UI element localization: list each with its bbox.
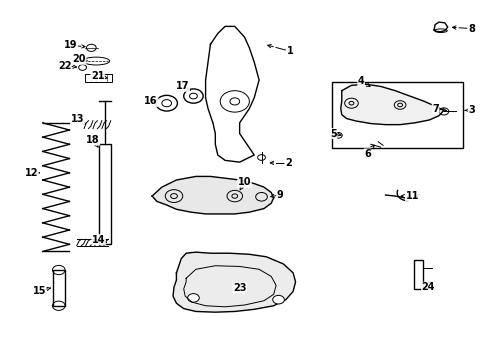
Text: 9: 9 [276, 190, 283, 200]
Text: 24: 24 [421, 282, 434, 292]
Bar [99, 144, 111, 244]
Text: 18: 18 [86, 135, 100, 145]
Text: 5: 5 [329, 129, 336, 139]
Bar [53, 270, 64, 306]
Text: 3: 3 [467, 105, 474, 115]
Bar [85, 74, 112, 82]
Circle shape [187, 294, 199, 302]
Text: 23: 23 [232, 283, 246, 293]
Text: 11: 11 [405, 191, 418, 201]
Text: 7: 7 [431, 104, 438, 113]
Polygon shape [340, 84, 443, 125]
Text: 14: 14 [92, 235, 105, 245]
Text: 16: 16 [144, 96, 158, 107]
Circle shape [272, 296, 284, 304]
Text: 12: 12 [25, 168, 38, 178]
Text: 2: 2 [285, 158, 291, 168]
Text: 8: 8 [467, 23, 474, 33]
Text: 21: 21 [91, 71, 104, 81]
Text: 13: 13 [71, 114, 84, 124]
Text: 15: 15 [33, 286, 46, 296]
Text: 6: 6 [364, 149, 370, 159]
Polygon shape [152, 176, 273, 214]
Text: 10: 10 [237, 177, 251, 187]
Text: 17: 17 [176, 81, 189, 91]
Text: 20: 20 [72, 54, 86, 64]
Polygon shape [173, 252, 295, 312]
Text: 19: 19 [64, 40, 78, 50]
Text: 1: 1 [287, 46, 293, 57]
Text: 22: 22 [58, 61, 71, 71]
Bar [331, 82, 462, 148]
Bar [413, 260, 423, 289]
Text: 4: 4 [357, 76, 364, 86]
